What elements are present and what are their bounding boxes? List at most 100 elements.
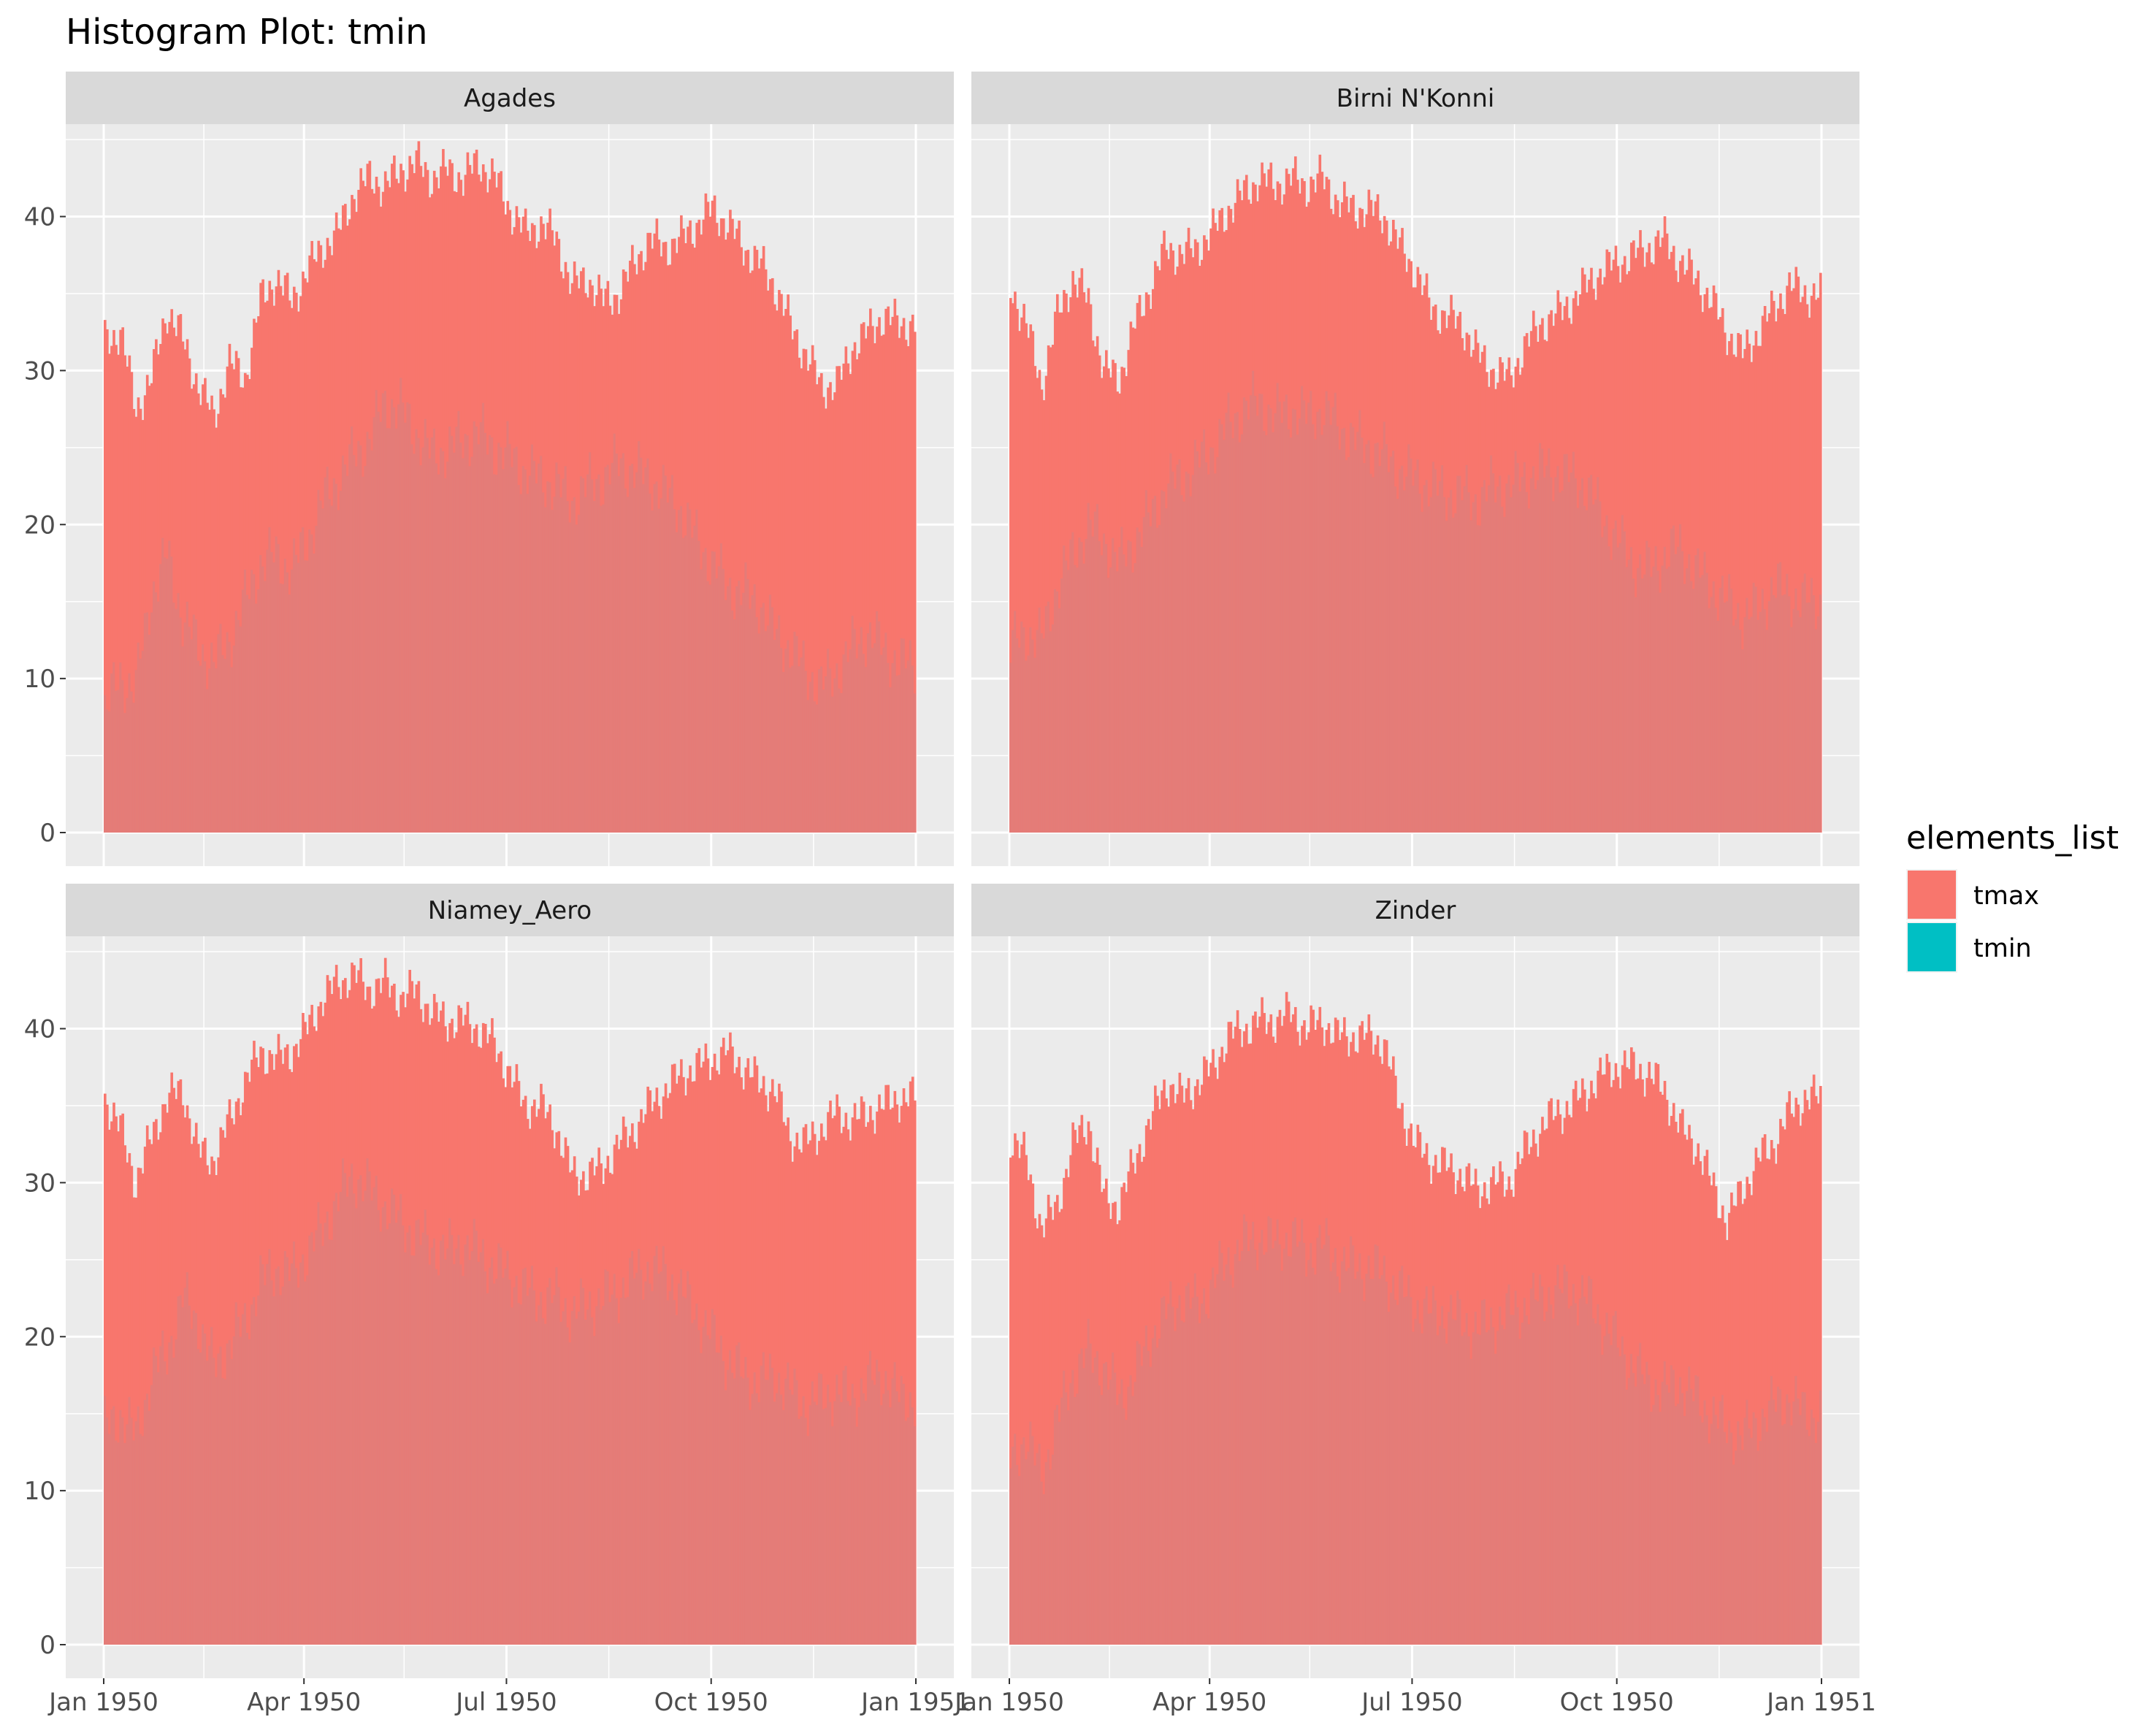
tmin-bar	[902, 1383, 905, 1645]
tmax-bar	[139, 408, 142, 833]
tmin-bar	[1272, 1248, 1274, 1645]
tmin-bar	[1238, 442, 1241, 833]
tmin-bar	[359, 1175, 362, 1645]
tmin-bar	[1480, 486, 1483, 833]
tmin-bar	[557, 1287, 560, 1645]
tmin-bar	[776, 629, 779, 833]
tmin-bar	[430, 437, 433, 833]
tmin-bar	[335, 1193, 337, 1645]
tmax-bar	[1042, 399, 1046, 833]
tmin-bar	[904, 668, 907, 833]
tmax-bar	[731, 1047, 734, 1645]
x-tick-label: Jan 1950	[953, 1688, 1064, 1717]
tmin-bar	[1256, 1270, 1259, 1645]
tmin-bar	[517, 1303, 520, 1645]
tmin-bar	[542, 492, 545, 833]
tmin-bar	[649, 1283, 651, 1645]
tmin-bar	[564, 1298, 567, 1645]
tmin-bar	[1559, 1288, 1561, 1645]
tmin-bar	[840, 693, 843, 833]
tmin-bar	[239, 626, 242, 833]
tmax-bar	[1025, 323, 1028, 833]
tmin-bar	[1777, 1386, 1780, 1645]
tmin-bar	[1779, 1389, 1782, 1645]
tmin-bar	[337, 510, 340, 833]
tmax-bar	[1683, 274, 1686, 833]
tmax-bar	[1676, 1132, 1680, 1645]
tmin-bar	[1282, 1248, 1285, 1645]
tmin-bar	[1029, 627, 1032, 833]
tmax-bar	[1761, 1137, 1765, 1645]
tmin-bar	[1120, 1379, 1123, 1645]
tmin-bar	[1209, 447, 1212, 833]
tmin-bar	[1537, 1301, 1540, 1645]
tmin-bar	[1467, 492, 1470, 833]
tmin-bar	[1287, 429, 1290, 833]
tmin-bar	[795, 1380, 798, 1645]
tmin-bar	[591, 1317, 594, 1645]
tmax-bar	[857, 1119, 861, 1645]
tmin-bar	[1020, 1444, 1023, 1645]
tmin-bar	[787, 640, 790, 833]
tmin-bar	[362, 1201, 364, 1645]
tmax-bar	[1639, 230, 1642, 833]
tmin-bar	[435, 463, 437, 833]
tmin-bar	[853, 1398, 856, 1645]
tmin-bar	[806, 700, 809, 833]
tmin-bar	[1055, 1404, 1059, 1645]
tmin-bar	[1176, 464, 1179, 833]
tmin-bar	[1214, 473, 1217, 833]
tmax-bar	[1674, 1121, 1678, 1645]
tmin-bar	[234, 1302, 237, 1645]
tmax-bar	[1076, 297, 1079, 833]
tmin-bar	[540, 456, 543, 833]
tmin-bar	[1387, 1312, 1390, 1645]
tmin-bar	[540, 1292, 543, 1645]
tmin-bar	[1429, 497, 1432, 833]
tmin-bar	[1267, 1216, 1270, 1645]
tmin-bar	[1690, 581, 1693, 833]
tmin-bar	[798, 666, 800, 833]
tmin-bar	[1570, 473, 1572, 833]
tmin-bar	[391, 399, 394, 833]
tmin-bar	[1012, 630, 1014, 833]
tmax-bar	[1020, 1144, 1023, 1645]
tmin-bar	[1621, 515, 1624, 833]
tmin-bar	[177, 1296, 180, 1645]
tmax-bar	[1038, 1214, 1041, 1645]
tmin-bar	[900, 638, 903, 833]
tmin-bar	[766, 1380, 769, 1645]
tmin-bar	[1316, 411, 1319, 833]
tmax-bar	[121, 327, 125, 833]
tmin-bar	[711, 1309, 714, 1645]
tmin-bar	[286, 1257, 288, 1645]
tmin-bar	[591, 479, 594, 833]
tmax-bar	[106, 1104, 109, 1645]
tmax-bar	[911, 1076, 914, 1645]
tmax-bar	[780, 1091, 783, 1645]
tmin-bar	[1109, 567, 1112, 833]
tmax-bar	[1641, 247, 1644, 833]
tmin-bar	[1245, 1221, 1247, 1645]
tmin-bar	[846, 662, 849, 833]
tmax-bar	[1018, 1158, 1021, 1645]
tmin-bar	[115, 690, 118, 833]
tmin-bar	[1378, 466, 1381, 833]
tmin-bar	[181, 646, 184, 833]
tmin-bar	[444, 478, 447, 833]
tmax-bar	[746, 1057, 750, 1645]
tmin-bar	[1216, 456, 1219, 833]
tmin-bar	[1623, 531, 1626, 833]
tmin-bar	[655, 1245, 658, 1645]
tmin-bar	[1454, 1320, 1457, 1645]
tmax-bar	[1812, 1074, 1816, 1645]
tmax-bar	[789, 315, 792, 833]
tmin-bar	[1318, 408, 1321, 833]
tmin-bar	[1478, 1334, 1481, 1645]
tmin-bar	[1418, 494, 1421, 833]
tmin-bar	[1387, 472, 1390, 833]
tmin-bar	[1565, 454, 1568, 833]
tmin-bar	[670, 475, 673, 833]
tmin-bar	[1759, 1441, 1762, 1645]
facet-strip-label: Agades	[464, 84, 556, 113]
